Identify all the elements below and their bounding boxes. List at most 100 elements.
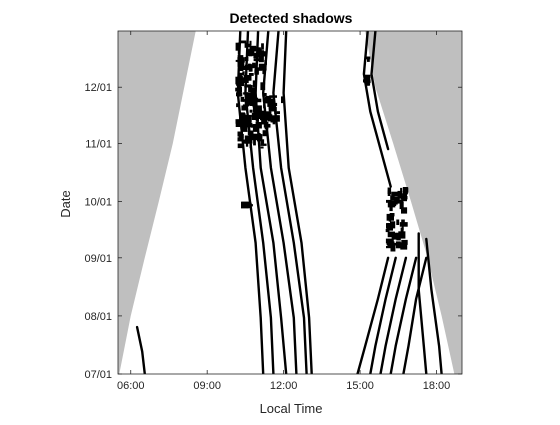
shadow-cell — [254, 69, 259, 75]
shadow-cell — [241, 65, 249, 70]
shadow-cell — [364, 74, 371, 79]
shadow-cell — [252, 104, 257, 113]
shadow-cell — [267, 114, 273, 122]
shadow-cell — [400, 227, 404, 235]
shadow-cell — [248, 73, 254, 76]
shadow-cell — [260, 146, 264, 149]
axes-box — [117, 30, 463, 375]
shadow-cell — [261, 118, 266, 125]
shadow-cell — [391, 232, 399, 240]
shadow-cell — [252, 62, 256, 68]
shadow-cell — [238, 91, 242, 97]
shadow-cell — [260, 82, 266, 91]
shadow-cell — [241, 201, 249, 209]
shadow-cell — [246, 43, 251, 47]
shadow-cell — [248, 85, 253, 92]
shadow-cell — [269, 106, 277, 112]
shadow-cluster-2 — [241, 201, 253, 209]
shadow-cell — [401, 239, 408, 245]
x-axis-label: Local Time — [260, 401, 323, 416]
shadow-cell — [249, 40, 252, 46]
shadow-cell — [238, 65, 244, 71]
shadow-cell — [237, 119, 241, 122]
x-tick-label: 06:00 — [117, 380, 145, 392]
shadow-cell — [401, 219, 405, 227]
x-tick-label: 09:00 — [193, 380, 221, 392]
shadow-cell — [281, 96, 284, 104]
shadow-cell — [258, 63, 267, 71]
shadow-cell — [404, 187, 409, 193]
shadow-cell — [392, 242, 401, 246]
shadow-cell — [252, 80, 257, 88]
shadow-cell — [237, 76, 243, 84]
shadow-cell — [365, 76, 371, 81]
x-tick-label: 12:00 — [270, 380, 298, 392]
shadow-cell — [241, 105, 248, 111]
y-tick-label: 07/01 — [84, 369, 112, 381]
shadow-cell — [250, 133, 258, 141]
shadow-cell — [243, 139, 250, 144]
shadow-cell — [245, 115, 252, 123]
shadow-cell — [262, 67, 266, 75]
shadow-cell — [242, 99, 247, 102]
shadow-track-12 — [417, 232, 428, 374]
shadow-cell — [396, 219, 400, 225]
shadow-cell — [245, 142, 249, 147]
shadow-cluster-4 — [363, 56, 371, 86]
shadow-cell — [365, 56, 371, 60]
shadow-cell — [387, 231, 395, 238]
shadow-cell — [241, 112, 245, 118]
shadow-cell — [254, 47, 257, 51]
shadow-cell — [235, 76, 239, 85]
shadow-cell — [258, 55, 264, 63]
shadow-cell — [258, 50, 264, 55]
shadow-cell — [264, 60, 267, 65]
shadow-cell — [260, 139, 265, 146]
shadow-cell — [240, 96, 245, 102]
shadow-cell — [270, 118, 276, 123]
y-tick-label: 09/01 — [84, 253, 112, 265]
shadow-cell — [241, 124, 248, 132]
shadow-cell — [263, 143, 267, 146]
shadow-track-5 — [272, 31, 308, 374]
night-region-morning — [118, 31, 196, 374]
y-axis-label: Date — [58, 190, 73, 217]
shadow-track-14 — [362, 31, 392, 188]
shadow-cell — [253, 107, 261, 116]
y-tick-label: 11/01 — [85, 138, 112, 150]
shadow-cell — [365, 83, 371, 86]
shadow-cell — [235, 59, 242, 62]
shadow-cell — [397, 190, 403, 199]
shadow-cell — [400, 187, 403, 192]
shadow-cell — [247, 130, 254, 136]
shadow-cell — [244, 84, 252, 88]
shadow-cell — [387, 200, 396, 208]
shadow-track-9 — [379, 256, 408, 374]
shadow-cell — [243, 75, 252, 81]
shadow-cluster-1 — [239, 93, 284, 130]
shadow-cell — [390, 195, 395, 201]
shadow-cell — [264, 97, 272, 104]
shadow-cell — [245, 122, 253, 128]
shadow-cell — [251, 88, 257, 96]
shadow-track-7 — [356, 256, 390, 374]
shadow-cell — [235, 87, 240, 92]
shadow-cell — [262, 130, 268, 137]
y-tick-label: 08/01 — [84, 311, 112, 323]
shadow-cell — [274, 111, 280, 115]
shadow-cell — [235, 121, 241, 127]
shadow-track-13 — [425, 237, 443, 374]
shadow-cell — [249, 45, 257, 52]
shadow-cell — [248, 63, 251, 69]
shadow-cell — [237, 55, 244, 60]
shadow-cell — [390, 221, 396, 229]
shadow-cell — [235, 42, 240, 51]
shadow-cell — [239, 40, 247, 44]
shadow-cell — [253, 58, 260, 62]
y-tick-label: 12/01 — [84, 82, 112, 94]
shadow-track-8 — [369, 256, 397, 374]
shadow-cell — [385, 238, 394, 244]
x-tick-label: 18:00 — [423, 380, 451, 392]
